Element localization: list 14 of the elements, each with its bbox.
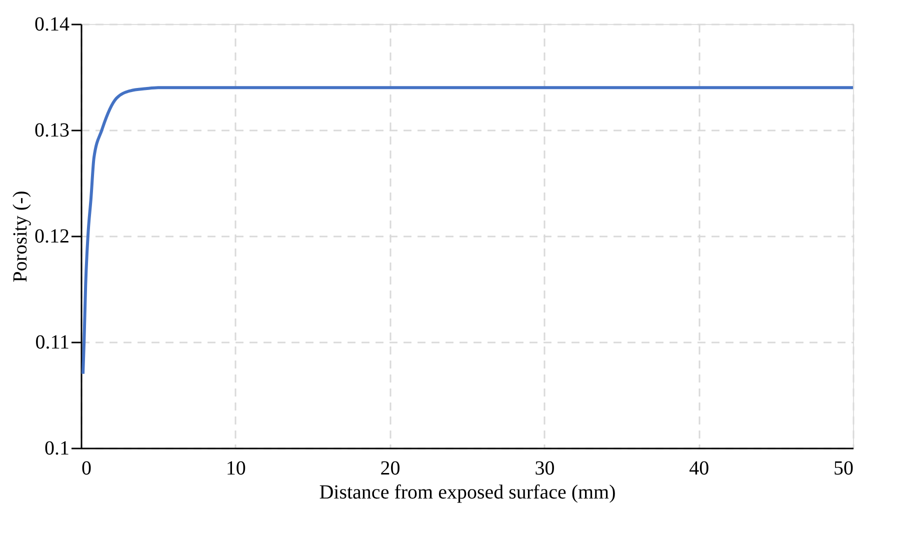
- x-tick-label: 20: [380, 458, 400, 480]
- y-tick-label: 0.1: [44, 438, 70, 460]
- x-tick-label: 50: [834, 458, 854, 480]
- x-tick-label: 30: [534, 458, 555, 480]
- x-tick-label: 0: [82, 458, 92, 480]
- line-series: [82, 86, 853, 376]
- y-tick-label: 0.11: [35, 332, 70, 354]
- x-tick-label: 10: [226, 458, 246, 480]
- x-tick-label: 40: [689, 458, 710, 480]
- y-tick-label: 0.13: [34, 120, 70, 142]
- y-axis-title: Porosity (-): [10, 190, 32, 282]
- x-axis-title: Distance from exposed surface (mm): [319, 482, 616, 504]
- y-tick-label: 0.14: [34, 14, 70, 36]
- y-tick-label: 0.12: [34, 226, 70, 248]
